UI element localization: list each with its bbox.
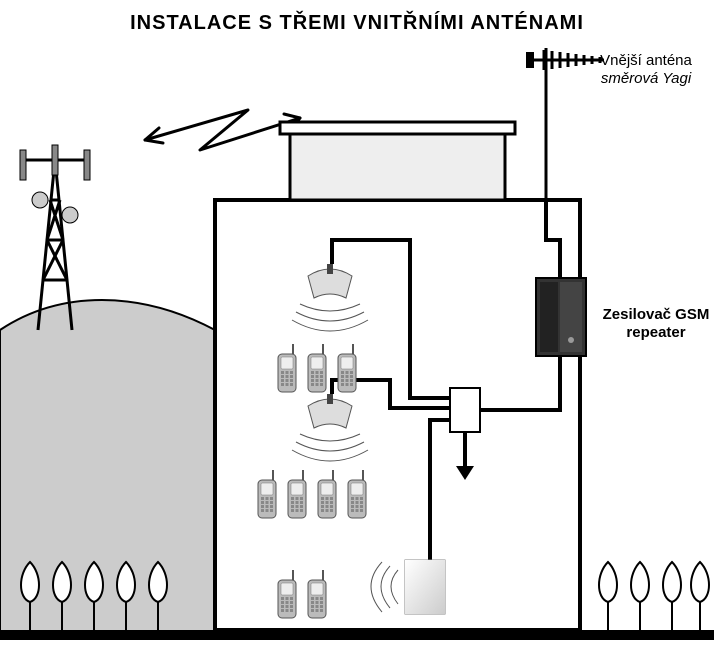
repeater-box-icon xyxy=(536,278,586,356)
signal-zigzag-icon xyxy=(145,110,300,150)
yagi-antenna-icon xyxy=(526,48,604,200)
tree-icon xyxy=(663,562,681,632)
building xyxy=(215,200,580,630)
diagram-scene xyxy=(0,0,714,656)
tree-icon xyxy=(599,562,617,632)
tree-icon xyxy=(631,562,649,632)
roof-block xyxy=(280,122,515,200)
tree-icon xyxy=(691,562,709,632)
splitter-box-icon xyxy=(450,388,480,432)
